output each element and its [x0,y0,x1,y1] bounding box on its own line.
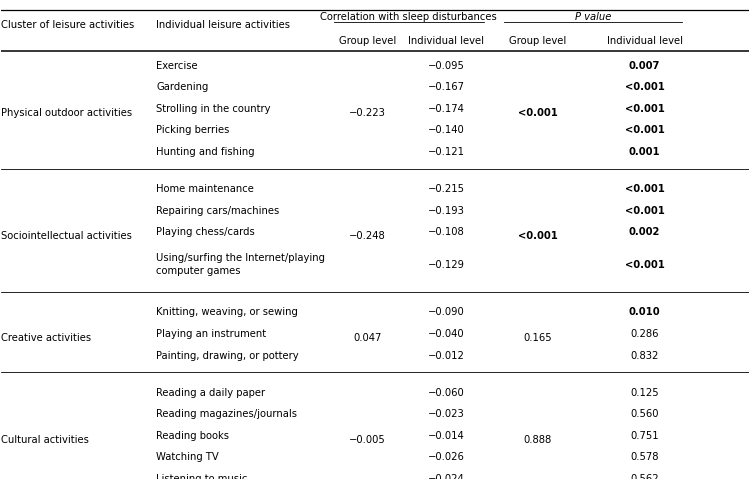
Text: <0.001: <0.001 [625,260,664,270]
Text: Listening to music: Listening to music [157,474,248,479]
Text: <0.001: <0.001 [625,82,664,92]
Text: <0.001: <0.001 [518,108,557,117]
Text: Correlation with sleep disturbances: Correlation with sleep disturbances [320,12,497,22]
Text: −0.223: −0.223 [349,108,386,117]
Text: <0.001: <0.001 [625,205,664,216]
Text: −0.140: −0.140 [427,125,464,136]
Text: Using/surfing the Internet/playing
computer games: Using/surfing the Internet/playing compu… [157,253,326,276]
Text: −0.129: −0.129 [427,260,464,270]
Text: Watching TV: Watching TV [157,453,219,462]
Text: Painting, drawing, or pottery: Painting, drawing, or pottery [157,351,299,361]
Text: Creative activities: Creative activities [2,333,92,343]
Text: Home maintenance: Home maintenance [157,184,254,194]
Text: 0.001: 0.001 [628,147,660,157]
Text: −0.248: −0.248 [350,231,386,241]
Text: 0.010: 0.010 [628,308,660,318]
Text: Repairing cars/machines: Repairing cars/machines [157,205,280,216]
Text: −0.174: −0.174 [427,104,464,114]
Text: −0.040: −0.040 [427,329,464,339]
Text: −0.060: −0.060 [427,388,464,398]
Text: <0.001: <0.001 [518,231,557,241]
Text: −0.108: −0.108 [427,227,464,237]
Text: Individual level: Individual level [408,36,484,46]
Text: 0.002: 0.002 [628,227,660,237]
Text: Cultural activities: Cultural activities [2,434,89,445]
Text: −0.193: −0.193 [427,205,464,216]
Text: −0.090: −0.090 [427,308,464,318]
Text: <0.001: <0.001 [625,184,664,194]
Text: Individual leisure activities: Individual leisure activities [157,20,290,30]
Text: 0.560: 0.560 [630,410,658,419]
Text: Physical outdoor activities: Physical outdoor activities [2,108,133,117]
Text: <0.001: <0.001 [625,104,664,114]
Text: Group level: Group level [339,36,396,46]
Text: Playing an instrument: Playing an instrument [157,329,266,339]
Text: 0.286: 0.286 [630,329,658,339]
Text: −0.167: −0.167 [427,82,464,92]
Text: −0.121: −0.121 [427,147,464,157]
Text: 0.125: 0.125 [630,388,658,398]
Text: Picking berries: Picking berries [157,125,230,136]
Text: Strolling in the country: Strolling in the country [157,104,271,114]
Text: Cluster of leisure activities: Cluster of leisure activities [2,20,135,30]
Text: Individual level: Individual level [607,36,682,46]
Text: P value: P value [574,12,611,22]
Text: −0.005: −0.005 [350,434,386,445]
Text: Reading books: Reading books [157,431,230,441]
Text: −0.014: −0.014 [427,431,464,441]
Text: Knitting, weaving, or sewing: Knitting, weaving, or sewing [157,308,298,318]
Text: −0.095: −0.095 [427,61,464,70]
Text: −0.012: −0.012 [427,351,464,361]
Text: Exercise: Exercise [157,61,198,70]
Text: −0.215: −0.215 [427,184,464,194]
Text: 0.165: 0.165 [524,333,552,343]
Text: <0.001: <0.001 [625,125,664,136]
Text: −0.024: −0.024 [427,474,464,479]
Text: Hunting and fishing: Hunting and fishing [157,147,255,157]
Text: −0.023: −0.023 [427,410,464,419]
Text: Group level: Group level [509,36,566,46]
Text: 0.751: 0.751 [630,431,658,441]
Text: 0.047: 0.047 [353,333,382,343]
Text: Reading a daily paper: Reading a daily paper [157,388,266,398]
Text: Reading magazines/journals: Reading magazines/journals [157,410,298,419]
Text: 0.578: 0.578 [630,453,658,462]
Text: Playing chess/cards: Playing chess/cards [157,227,255,237]
Text: 0.832: 0.832 [630,351,658,361]
Text: 0.888: 0.888 [524,434,551,445]
Text: Sociointellectual activities: Sociointellectual activities [2,231,132,241]
Text: −0.026: −0.026 [427,453,464,462]
Text: 0.562: 0.562 [630,474,658,479]
Text: 0.007: 0.007 [628,61,660,70]
Text: Gardening: Gardening [157,82,209,92]
